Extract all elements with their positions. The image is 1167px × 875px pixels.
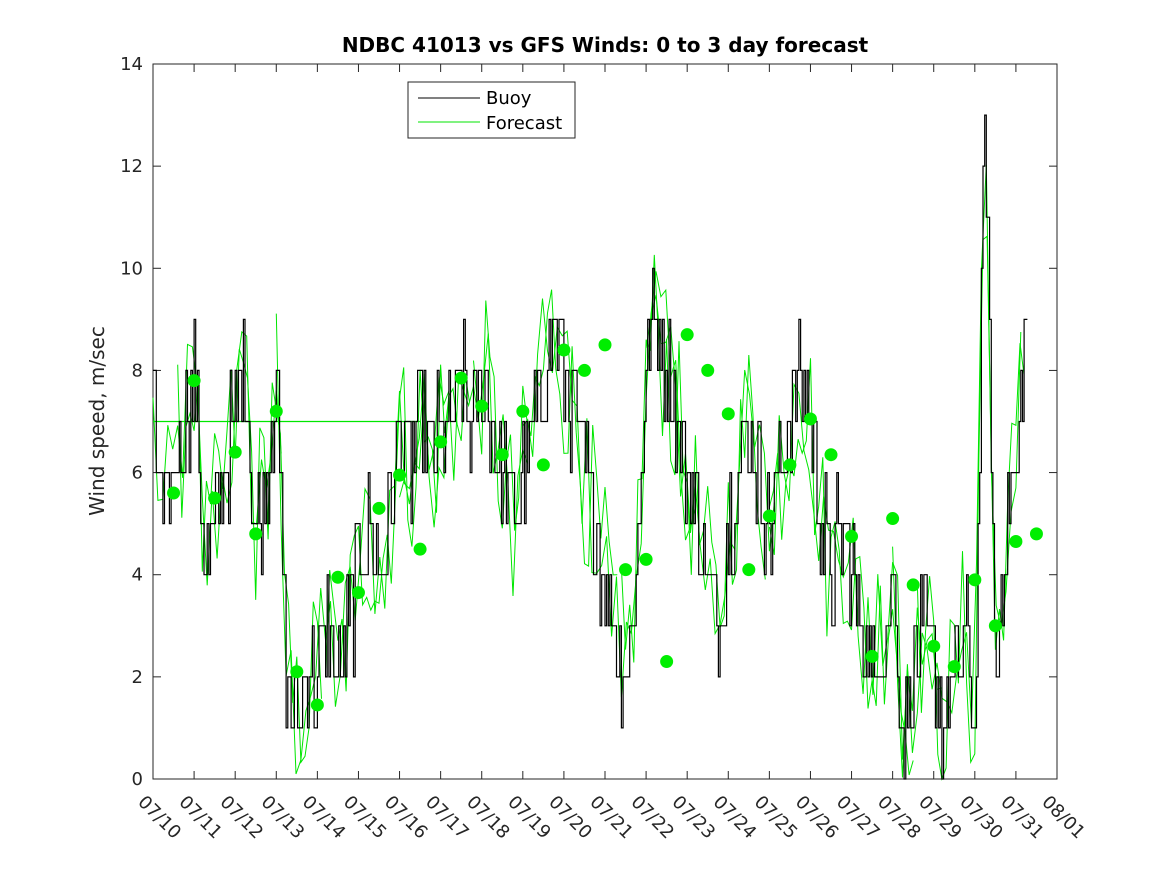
y-tick-label: 6 [132,463,143,484]
forecast-point [824,448,838,462]
y-tick-label: 2 [132,667,143,688]
forecast-point [516,404,530,418]
forecast-point [269,404,283,418]
forecast-point [208,491,222,505]
x-tick-label: 07/16 [380,792,432,844]
forecast-point [803,412,817,426]
x-tick-label: 07/19 [503,792,555,844]
forecast-point [536,458,550,472]
x-tick-label: 07/26 [791,792,843,844]
x-tick-label: 07/25 [750,792,802,844]
x-tick-label: 07/29 [914,792,966,844]
forecast-point [331,570,345,584]
x-tick-label: 07/27 [832,792,884,844]
forecast-point [434,435,448,449]
x-tick-label: 07/21 [585,792,637,844]
x-tick-label: 07/28 [873,792,925,844]
legend-entry-forecast: Forecast [486,113,562,134]
x-tick-label: 07/14 [298,792,350,844]
forecast-point [167,486,181,500]
forecast-point [886,512,900,526]
x-tick-label: 07/20 [544,792,596,844]
forecast-point [783,458,797,472]
x-tick-label: 07/22 [627,792,679,844]
forecast-point [721,407,735,421]
x-tick-label: 07/15 [339,792,391,844]
legend-entry-buoy: Buoy [486,88,532,109]
forecast-point [988,619,1002,633]
forecast-run-line [768,358,914,776]
forecast-point [413,542,427,556]
forecast-run-line [522,271,696,698]
y-tick-label: 0 [132,769,143,790]
forecast-run-line [892,164,1022,778]
x-tick-label: 07/23 [668,792,720,844]
forecast-point [947,660,961,674]
x-tick-label: 07/12 [216,792,268,844]
forecast-point [351,586,365,600]
forecast-point [701,363,715,377]
forecast-point [454,371,468,385]
forecast-point [680,328,694,342]
forecast-point [1009,535,1023,549]
chart-title: NDBC 41013 vs GFS Winds: 0 to 3 day fore… [342,33,869,57]
x-tick-label: 07/13 [257,792,309,844]
forecast-point [660,655,674,669]
forecast-point [865,649,879,663]
y-tick-label: 14 [120,54,143,75]
y-tick-label: 8 [132,360,143,381]
forecast-point [249,527,263,541]
y-tick-label: 4 [132,565,143,586]
forecast-point [968,573,982,587]
y-tick-label: 12 [120,156,143,177]
forecast-point [639,552,653,566]
forecast-run-line [620,254,766,663]
forecast-point [310,698,324,712]
forecast-run-line [275,313,450,775]
forecast-point [495,448,509,462]
forecast-point [475,399,489,413]
forecast-point [290,665,304,679]
plot-area: 0246810121407/1007/1107/1207/1307/1407/1… [120,54,1089,843]
forecast-point [619,563,633,577]
forecast-point [845,529,859,543]
forecast-point [228,445,242,459]
forecast-point [598,338,612,352]
y-axis-label: Wind speed, m/sec [85,326,109,516]
forecast-point [557,343,571,357]
buoy-series-line [153,114,1028,780]
x-tick-label: 07/24 [709,792,761,844]
forecast-point [762,509,776,523]
x-tick-label: 07/18 [462,792,514,844]
x-tick-label: 07/17 [421,792,473,844]
x-tick-label: 08/01 [1037,792,1089,844]
forecast-point [577,363,591,377]
forecast-run-line [768,382,943,760]
forecast-point [372,501,386,515]
x-tick-label: 07/10 [133,792,185,844]
forecast-point [393,468,407,482]
forecast-point [1029,527,1043,541]
legend-box [407,81,576,139]
forecast-point [927,639,941,653]
x-tick-label: 07/11 [175,792,227,844]
x-tick-label: 07/31 [996,792,1048,844]
legend: Buoy Forecast [407,81,576,139]
forecast-run-line [473,289,618,576]
forecast-point [187,374,201,388]
x-tick-label: 07/30 [955,792,1007,844]
y-tick-label: 10 [120,258,143,279]
forecast-point [906,578,920,592]
forecast-point [742,563,756,577]
